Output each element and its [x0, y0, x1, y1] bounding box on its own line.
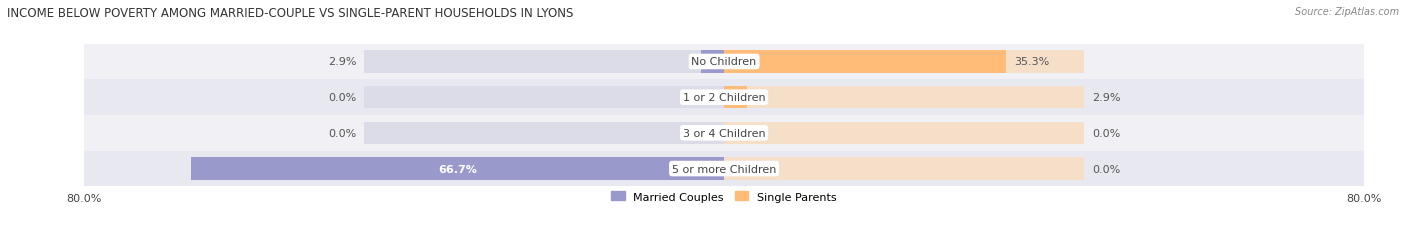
- Text: Source: ZipAtlas.com: Source: ZipAtlas.com: [1295, 7, 1399, 17]
- Bar: [84, 151, 1364, 187]
- Bar: [364, 122, 724, 144]
- Bar: [191, 158, 724, 180]
- Text: 5 or more Children: 5 or more Children: [672, 164, 776, 174]
- Text: No Children: No Children: [692, 57, 756, 67]
- Bar: [84, 80, 1364, 116]
- Text: 35.3%: 35.3%: [1014, 57, 1050, 67]
- Bar: [84, 44, 1364, 80]
- Bar: [724, 87, 1084, 109]
- Bar: [724, 51, 1007, 73]
- Text: 3 or 4 Children: 3 or 4 Children: [683, 128, 765, 138]
- Text: 66.7%: 66.7%: [437, 164, 477, 174]
- Bar: [724, 158, 1084, 180]
- Bar: [724, 87, 747, 109]
- Text: 0.0%: 0.0%: [328, 128, 356, 138]
- Legend: Married Couples, Single Parents: Married Couples, Single Parents: [612, 191, 837, 202]
- Text: 1 or 2 Children: 1 or 2 Children: [683, 93, 765, 103]
- Bar: [702, 51, 724, 73]
- Text: 0.0%: 0.0%: [328, 93, 356, 103]
- Text: 0.0%: 0.0%: [1092, 128, 1121, 138]
- Bar: [724, 122, 1084, 144]
- Bar: [84, 116, 1364, 151]
- Bar: [364, 158, 724, 180]
- Text: INCOME BELOW POVERTY AMONG MARRIED-COUPLE VS SINGLE-PARENT HOUSEHOLDS IN LYONS: INCOME BELOW POVERTY AMONG MARRIED-COUPL…: [7, 7, 574, 20]
- Bar: [364, 51, 724, 73]
- Text: 2.9%: 2.9%: [328, 57, 356, 67]
- Text: 2.9%: 2.9%: [1092, 93, 1121, 103]
- Text: 0.0%: 0.0%: [1092, 164, 1121, 174]
- Bar: [364, 87, 724, 109]
- Bar: [724, 51, 1084, 73]
